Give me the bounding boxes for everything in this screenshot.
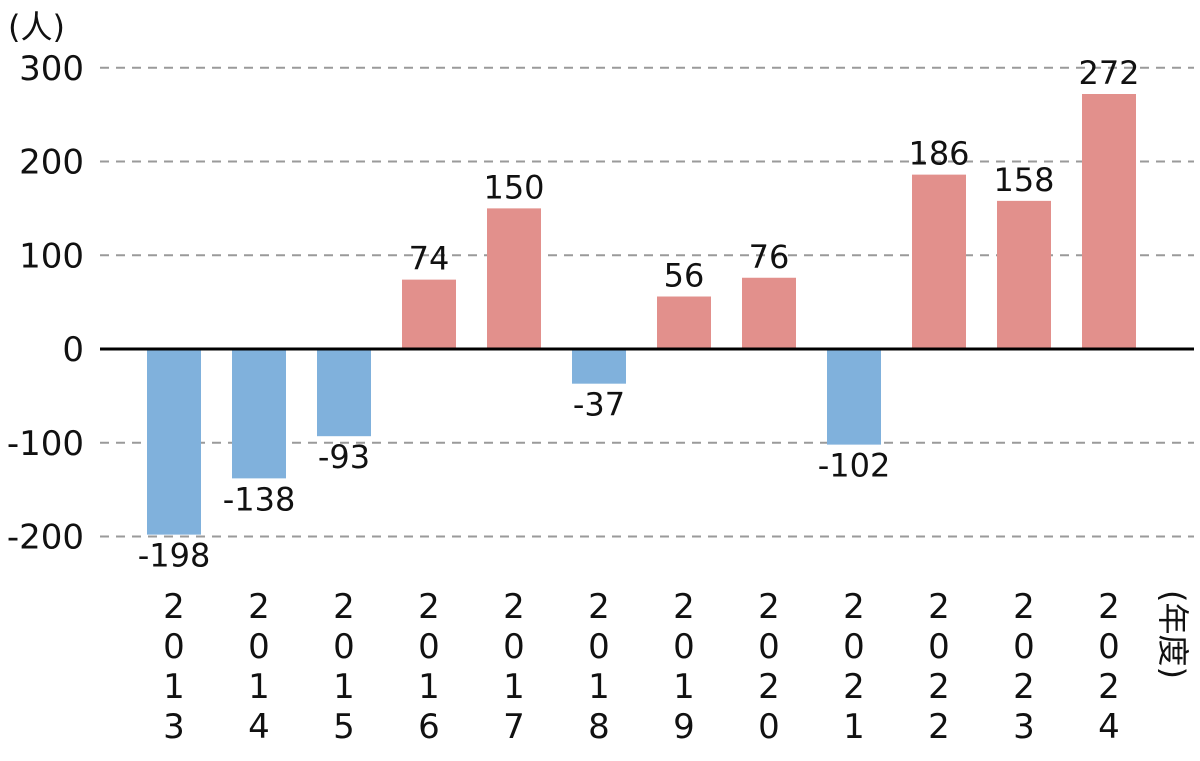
data-label: 158 (993, 161, 1054, 199)
data-label: 76 (749, 238, 790, 276)
y-tick-label: 200 (19, 143, 84, 183)
y-tick-label: -200 (7, 518, 84, 558)
bars (147, 94, 1136, 535)
bar (657, 296, 711, 349)
data-labels: -198 -138 -93 74 150 -37 56 76 -102 186 158 272 (138, 54, 1140, 575)
data-label: 74 (409, 240, 450, 278)
bar (1082, 94, 1136, 349)
y-axis-tick-labels: 300 200 100 0 -100 -200 (7, 49, 84, 558)
bar (147, 349, 201, 535)
y-tick-label: 0 (62, 330, 84, 370)
y-tick-label: 100 (19, 236, 84, 276)
bar (912, 174, 966, 349)
bar (317, 349, 371, 437)
x-axis-year-labels: 2 0 1 3 2 0 1 4 2 0 1 5 2 0 1 6 2 0 1 7 2 0 1 8 2 0 1 9 2 0 2 0 2 0 2 1 2 0 2 2… (163, 587, 1120, 747)
data-label: -93 (318, 438, 370, 476)
bar (487, 208, 541, 349)
data-label: 56 (664, 257, 705, 295)
bar (402, 279, 456, 349)
data-label: 186 (908, 135, 969, 173)
y-axis-unit: (人) (8, 8, 65, 46)
bar (232, 349, 286, 479)
bar (742, 277, 796, 349)
data-label: 150 (483, 168, 544, 206)
x-axis-unit: (年度) (1154, 590, 1192, 679)
data-label: -102 (818, 447, 891, 485)
data-label: -138 (223, 480, 296, 518)
bar (827, 349, 881, 445)
y-tick-label: 300 (19, 49, 84, 89)
data-label: 272 (1078, 54, 1139, 92)
data-label: -37 (573, 386, 625, 424)
data-label: -198 (138, 537, 211, 575)
bar (997, 200, 1051, 349)
bar (572, 349, 626, 384)
y-tick-label: -100 (7, 424, 84, 464)
